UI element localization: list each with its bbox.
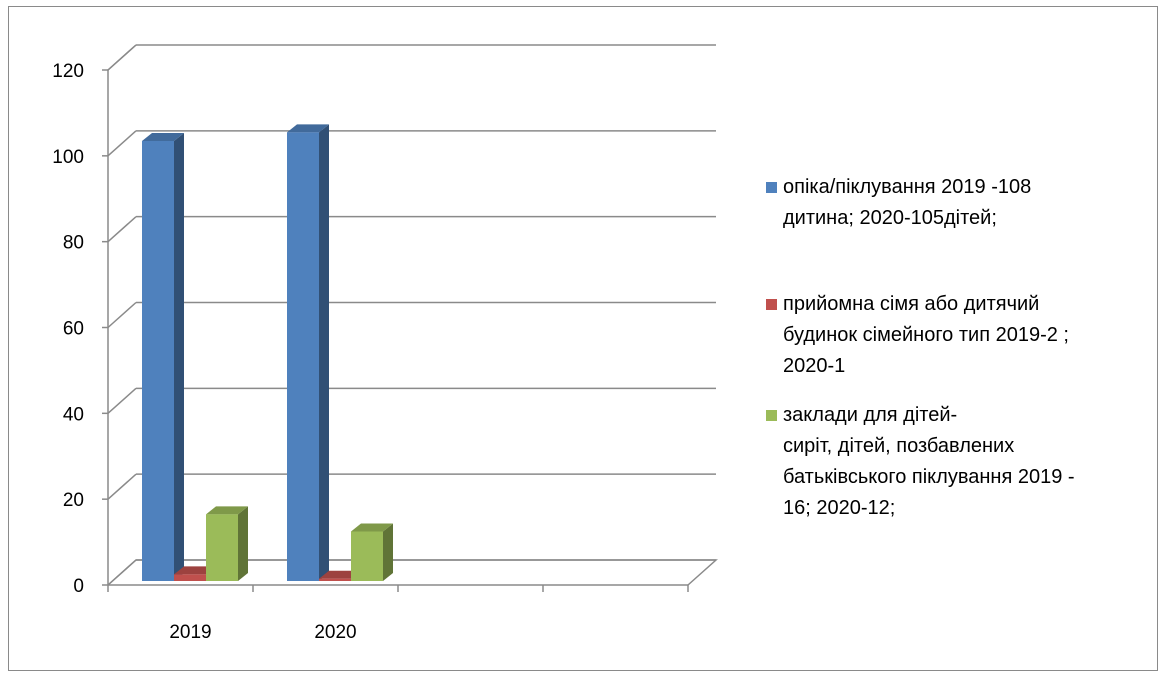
bar-side	[383, 523, 393, 581]
legend-label-orphan-institutions-line4: 16; 2020-12;	[783, 497, 896, 519]
bar-side	[174, 132, 184, 582]
y-tick-label: 80	[63, 233, 84, 254]
bar-top	[142, 132, 184, 141]
x-tick-label: 2019	[169, 622, 211, 643]
gridline-side	[107, 473, 137, 500]
bar-top	[287, 124, 329, 133]
legend: заклади для дітей- сиріт, дітей, позбавл…	[766, 400, 1146, 524]
x-tick-label: 2020	[314, 622, 356, 643]
gridline-side	[107, 301, 137, 329]
legend-swatch-guardianship	[766, 182, 777, 193]
legend-swatch-foster-family	[766, 299, 777, 310]
y-tick-label: 100	[52, 147, 84, 168]
bar	[142, 140, 174, 582]
y-tick-label: 40	[63, 404, 84, 425]
legend-swatch-orphan-institutions	[766, 410, 777, 421]
legend: прийомна сімя або дитячий будинок сімейн…	[766, 289, 1146, 382]
y-tick-label: 120	[52, 61, 84, 82]
bar-top	[351, 523, 393, 532]
gridline-side	[107, 44, 137, 71]
legend-label-foster-family-line1: прийомна сімя або дитячий	[783, 293, 1040, 315]
legend-label-guardianship-line2: дитина; 2020-105дітей;	[783, 207, 997, 229]
legend-label-guardianship-line1: опіка/піклування 2019 -108	[783, 176, 1032, 198]
legend-label-orphan-institutions-line2: сиріт, дітей, позбавлених	[783, 435, 1015, 457]
bar-side	[238, 506, 248, 581]
bar-top	[319, 570, 361, 579]
bar-top	[174, 566, 216, 575]
y-tick-label: 0	[73, 576, 84, 597]
legend-label-foster-family-line2: будинок сімейного тип 2019-2 ;	[783, 324, 1069, 346]
y-tick-label: 60	[63, 319, 84, 340]
bar	[206, 514, 238, 581]
gridline-side	[107, 387, 137, 414]
bar	[287, 132, 319, 581]
legend-label-orphan-institutions-line3: батьківського піклування 2019 -	[783, 466, 1075, 488]
chart-frame	[8, 6, 1158, 671]
gridline-side	[107, 130, 137, 157]
bar-top	[206, 506, 248, 515]
legend: опіка/піклування 2019 -108 дитина; 2020-…	[766, 172, 1146, 234]
bar	[319, 578, 351, 581]
bar	[174, 574, 206, 581]
bar	[351, 531, 383, 581]
bar-side	[319, 124, 329, 581]
floor	[107, 559, 718, 586]
y-tick-label: 20	[63, 490, 84, 511]
legend-label-foster-family-line3: 2020-1	[783, 355, 846, 377]
legend-label-orphan-institutions-line1: заклади для дітей-	[783, 404, 958, 426]
gridline-side	[107, 216, 137, 243]
